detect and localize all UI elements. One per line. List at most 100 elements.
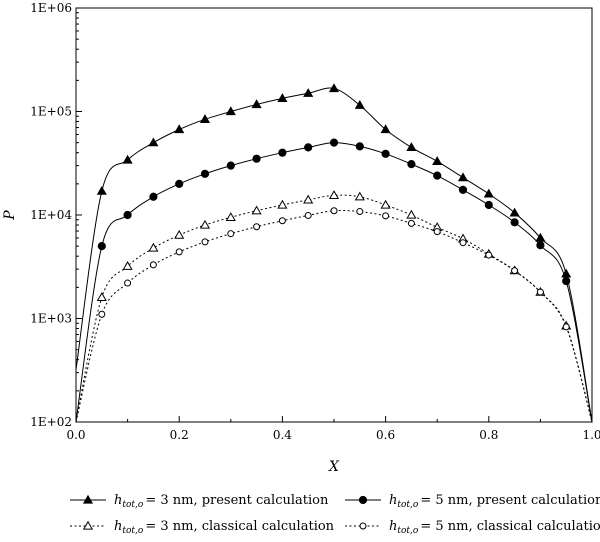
axis-ticks <box>75 7 593 423</box>
data-point-s4-6 <box>227 230 235 238</box>
data-point-s1-14 <box>432 156 443 165</box>
series-line-4 <box>75 209 593 423</box>
data-point-s3-13 <box>406 209 417 219</box>
series-line-3 <box>75 194 593 423</box>
data-point-s3-2 <box>122 261 133 270</box>
data-point-s2-8 <box>278 148 287 157</box>
legend-marker <box>358 495 368 505</box>
legend-label: htot,o = 3 nm, classical calculation <box>114 519 335 536</box>
data-point-s3-9 <box>303 194 314 204</box>
data-point-s4-12 <box>382 212 390 220</box>
legend-label: htot,o = 5 nm, present calculation <box>389 493 600 510</box>
data-point-s2-16 <box>484 200 493 210</box>
x-axis-title: X <box>328 459 340 475</box>
data-point-s1-3 <box>148 137 159 147</box>
data-point-s3-7 <box>251 205 262 215</box>
data-point-s2-6 <box>226 161 235 170</box>
data-point-s1-18 <box>535 232 546 242</box>
data-point-s1-9 <box>303 88 314 97</box>
data-point-s3-3 <box>148 242 159 252</box>
data-point-s1-17 <box>509 207 520 217</box>
data-point-s4-2 <box>124 279 132 287</box>
data-point-s2-3 <box>149 192 158 201</box>
data-point-s1-2 <box>122 154 133 164</box>
data-point-s1-11 <box>354 100 365 109</box>
data-point-s1-10 <box>328 83 340 93</box>
x-tick-label: 0.0 <box>66 428 85 442</box>
data-point-s2-11 <box>355 142 364 151</box>
data-point-s2-14 <box>433 171 442 180</box>
legend-marker <box>82 520 94 530</box>
data-point-s2-15 <box>458 185 468 194</box>
data-point-s3-1 <box>96 292 107 302</box>
data-point-s1-13 <box>406 142 417 152</box>
data-point-s3-5 <box>199 219 211 229</box>
data-point-s4-19 <box>562 323 570 331</box>
data-point-s4-14 <box>433 228 441 236</box>
x-tick-label: 0.4 <box>273 428 292 442</box>
legend-item-3: htot,o = 3 nm, classical calculation <box>70 519 335 536</box>
data-point-s4-15 <box>459 239 467 247</box>
data-point-s3-8 <box>277 199 288 209</box>
data-point-s2-12 <box>381 149 390 158</box>
data-point-s2-2 <box>123 210 132 220</box>
data-point-s2-4 <box>175 179 184 188</box>
data-point-s4-18 <box>536 288 544 296</box>
data-point-s1-8 <box>277 93 288 102</box>
x-tick-labels: 0.0 0.2 0.4 0.6 0.8 1.0 <box>66 428 600 442</box>
y-tick-label: 1E+06 <box>30 1 72 15</box>
x-tick-label: 0.2 <box>170 428 189 442</box>
x-tick-label: 1.0 <box>582 428 600 442</box>
data-point-s4-10 <box>330 207 338 215</box>
data-point-s4-5 <box>201 238 209 246</box>
data-point-s2-9 <box>304 143 313 152</box>
data-point-s1-12 <box>380 124 391 134</box>
legend-item-4: htot,o = 5 nm, classical calculation <box>345 519 600 536</box>
data-point-s3-4 <box>174 229 185 239</box>
data-point-s4-17 <box>511 267 519 275</box>
data-point-s4-9 <box>304 211 312 219</box>
data-point-s2-13 <box>407 160 416 169</box>
data-point-s3-11 <box>354 191 365 201</box>
data-point-s2-18 <box>536 241 545 250</box>
data-point-s1-1 <box>96 185 107 195</box>
data-point-s3-10 <box>328 190 340 199</box>
data-point-s4-4 <box>175 248 183 256</box>
data-point-s3-12 <box>380 199 391 209</box>
legend-item-1: htot,o = 3 nm, present calculation <box>70 493 329 510</box>
data-point-s1-15 <box>457 172 469 182</box>
data-point-s4-13 <box>407 219 415 227</box>
data-point-s1-16 <box>483 188 494 198</box>
legend-marker <box>359 522 367 530</box>
series-markers <box>96 83 572 331</box>
legend-label: htot,o = 3 nm, present calculation <box>114 493 329 510</box>
data-point-s4-16 <box>485 251 493 259</box>
y-tick-label: 1E+02 <box>30 415 72 429</box>
data-point-s1-6 <box>225 106 236 116</box>
series-line-2 <box>75 142 593 423</box>
y-tick-label: 1E+03 <box>30 312 72 326</box>
data-point-s4-7 <box>253 223 261 231</box>
data-point-s2-17 <box>510 218 519 227</box>
data-point-s4-1 <box>98 310 106 318</box>
y-tick-labels: 1E+02 1E+03 1E+04 1E+05 1E+06 <box>30 1 72 429</box>
y-axis-title: P <box>2 210 18 221</box>
legend-label: htot,o = 5 nm, classical calculation <box>389 519 600 536</box>
data-point-s4-3 <box>149 261 157 269</box>
data-point-s2-10 <box>329 138 339 147</box>
data-point-s2-7 <box>252 154 261 163</box>
data-point-s1-4 <box>174 124 185 134</box>
legend-item-2: htot,o = 5 nm, present calculation <box>345 493 600 510</box>
x-tick-label: 0.8 <box>479 428 498 442</box>
x-tick-label: 0.6 <box>376 428 395 442</box>
data-point-s2-19 <box>562 276 571 286</box>
y-tick-label: 1E+04 <box>30 208 72 222</box>
y-tick-label: 1E+05 <box>30 105 72 119</box>
data-point-s1-7 <box>251 99 262 109</box>
data-point-s4-11 <box>356 208 364 216</box>
data-point-s1-5 <box>199 114 211 123</box>
data-point-s3-6 <box>225 212 236 221</box>
data-point-s2-1 <box>97 242 106 251</box>
legend: htot,o = 3 nm, present calculation htot,o =… <box>70 493 600 536</box>
